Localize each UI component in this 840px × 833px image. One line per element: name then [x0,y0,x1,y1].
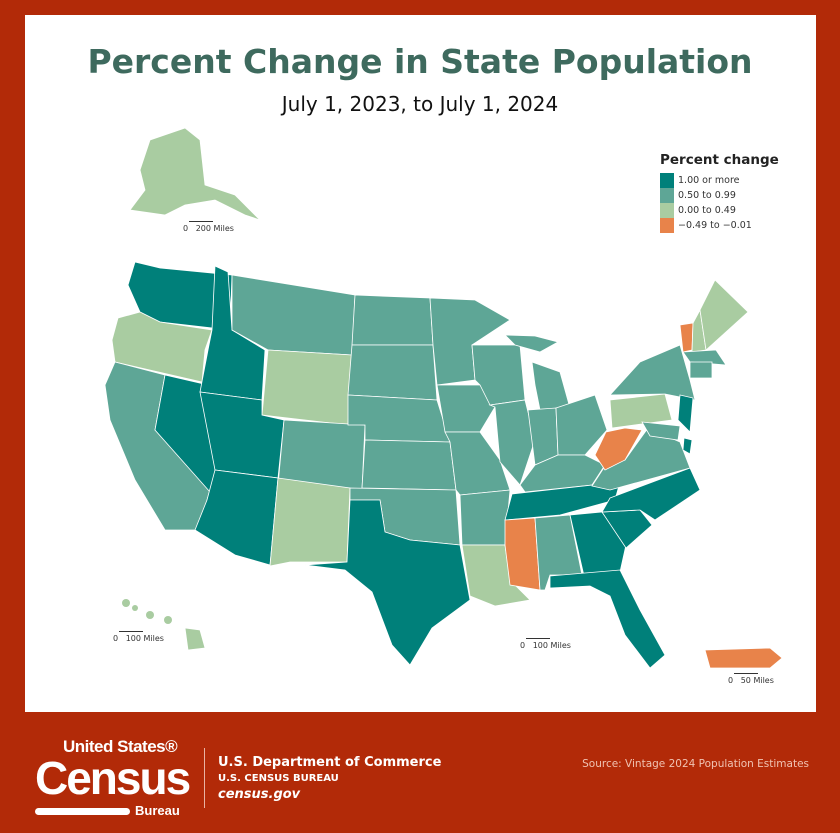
state-nd [351,294,434,346]
source-note: Source: Vintage 2024 Population Estimate… [582,758,809,770]
puerto-rico-scale-label: 0 50 Miles [728,676,774,685]
state-me [699,279,749,351]
state-hi-island [146,611,154,619]
state-ak [129,127,261,221]
state-ia [436,384,496,433]
hawaii-scale-label: 0 100 Miles [113,634,164,643]
state-ar [459,489,511,546]
state-ky [519,454,606,493]
legend-item: 1.00 or more [660,173,779,188]
bureau-name: U.S. CENSUS BUREAU [218,773,339,784]
map-subtitle: July 1, 2023, to July 1, 2024 [281,92,559,116]
state-ma [682,349,727,366]
alaska-scale-label: 0 200 Miles [183,224,234,233]
state-sd [347,344,438,401]
state-wy [261,349,353,426]
legend: Percent change 1.00 or more 0.50 to 0.99… [660,152,779,233]
state-ct [689,361,713,379]
logo-bureau: Bureau [135,803,180,818]
state-or [111,311,213,383]
state-ga [569,511,627,577]
legend-label: −0.49 to −0.01 [678,219,752,231]
hawaii-scale-bar: 0 100 Miles [113,631,164,644]
state-pr [704,647,783,669]
legend-label: 0.00 to 0.49 [678,204,736,216]
state-va [591,427,691,491]
state-tx [304,499,471,666]
state-ms [504,517,541,591]
state-mi [504,334,560,353]
state-hi [184,627,206,651]
state-fl [549,569,666,669]
state-ks [361,439,457,491]
state-tn [504,481,621,521]
logo-census: Census [35,752,191,804]
legend-item: 0.00 to 0.49 [660,203,779,218]
state-ny [609,344,696,401]
legend-title: Percent change [660,152,779,168]
department-name: U.S. Department of Commerce [218,755,442,770]
census-bureau-logo[interactable]: United States® Census Bureau [35,737,191,820]
legend-swatch [660,173,674,188]
mainland-scale-label: 0 100 Miles [520,641,571,650]
state-de [682,437,693,455]
map-title: Percent Change in State Population [87,42,753,81]
state-wa [127,261,233,331]
state-oh [555,394,608,456]
state-hi-island [164,616,172,624]
puerto-rico-scale-bar: 0 50 Miles [728,673,774,686]
website-link[interactable]: census.gov [218,787,301,802]
footer: United States® Census Bureau U.S. Depart… [0,720,840,833]
legend-label: 1.00 or more [678,174,740,186]
logo-united-states: United States® [63,737,178,756]
state-wv [594,427,643,471]
state-in [527,407,559,466]
state-nj [677,394,694,433]
legend-item: −0.49 to −0.01 [660,218,779,233]
state-pa [609,393,673,429]
legend-swatch [660,203,674,218]
footer-divider [204,748,205,808]
state-nm [269,477,351,567]
state-md [641,421,681,441]
state-mi [531,361,571,411]
logo-underline [35,808,130,815]
state-hi-island [122,599,130,607]
legend-item: 0.50 to 0.99 [660,188,779,203]
mainland-scale-bar: 0 100 Miles [520,638,571,651]
legend-label: 0.50 to 0.99 [678,189,736,201]
legend-swatch [660,218,674,233]
legend-swatch [660,188,674,203]
alaska-scale-bar: 0 200 Miles [183,221,234,234]
state-hi-island [132,605,138,611]
state-vt [679,322,694,353]
